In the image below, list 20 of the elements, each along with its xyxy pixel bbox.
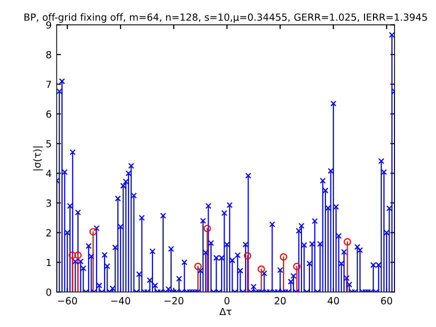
y-axis-title: |σ(τ)| xyxy=(33,146,43,170)
y-tick-label: 0 xyxy=(46,288,52,296)
y-tick-label: 2 xyxy=(46,229,51,236)
x-tick-label: 60 xyxy=(381,297,392,304)
x-tick-label: −40 xyxy=(111,297,130,304)
y-tick-label: 4 xyxy=(46,170,52,177)
x-tick-label: −20 xyxy=(164,297,184,304)
x-axis-title: Δτ xyxy=(219,308,232,316)
x-tick-label: 0 xyxy=(224,297,230,304)
y-tick-label: 6 xyxy=(46,110,52,118)
y-tick-label: 7 xyxy=(46,80,51,88)
chart-title: BP, off-grid fixing off, m=64, n=128, s=10,μ=0.34455, GERR=1.025, IERR=1.3945 xyxy=(24,13,427,23)
y-tick-label: 3 xyxy=(46,199,52,207)
y-tick-label: 5 xyxy=(46,140,51,148)
x-tick-label: 20 xyxy=(274,297,286,304)
y-tick-label: 8 xyxy=(46,51,52,58)
y-tick-label: 9 xyxy=(46,21,52,29)
x-tick-label: −60 xyxy=(58,297,77,304)
x-tick-label: 40 xyxy=(328,297,339,304)
y-tick-label: 1 xyxy=(46,258,51,266)
